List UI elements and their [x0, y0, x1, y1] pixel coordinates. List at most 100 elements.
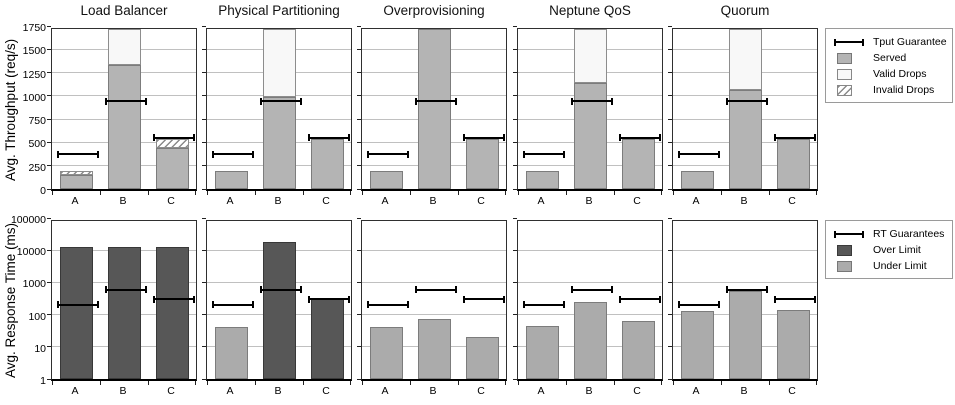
y-tick-mark — [513, 281, 517, 283]
x-category-label: B — [585, 385, 593, 397]
legend-label: RT Guarantees — [873, 228, 945, 240]
x-category-label: C — [167, 385, 175, 397]
y-tick-mark — [668, 249, 672, 251]
rt-guarantee-marker — [774, 295, 816, 303]
gridline — [362, 249, 506, 251]
y-tick-mark — [202, 25, 206, 27]
bar-under-limit — [465, 337, 499, 379]
y-tick-mark — [513, 346, 517, 348]
x-category-label: B — [429, 385, 437, 397]
y-tick-label: 10000 — [16, 246, 46, 259]
errorbar-icon — [834, 38, 864, 46]
x-tick-mark — [410, 191, 411, 195]
y-tick-mark — [668, 25, 672, 27]
y-tick-mark — [668, 281, 672, 283]
plot-load-balancer-throughput — [47, 25, 197, 195]
valid-legend-symbol — [834, 68, 868, 80]
y-tick-label: 500 — [28, 138, 46, 151]
x-category-label: B — [119, 385, 127, 397]
x-tick-mark — [410, 381, 411, 385]
y-tick-mark — [357, 281, 361, 283]
y-tick-mark — [668, 188, 672, 190]
over-swatch — [837, 244, 852, 256]
x-tick-mark — [816, 191, 817, 195]
y-tick-mark — [202, 48, 206, 50]
panel-title-quorum: Quorum — [720, 3, 770, 18]
bar-under-limit — [680, 311, 714, 379]
y-tick-mark — [513, 314, 517, 316]
y-tick-mark — [47, 378, 51, 380]
legend-label: Valid Drops — [873, 68, 927, 80]
y-tick-mark — [47, 72, 51, 74]
tput-guarantee-marker — [367, 150, 409, 158]
under-legend-symbol — [834, 260, 868, 272]
y-tick-mark — [668, 314, 672, 316]
x-tick-mark — [505, 191, 506, 195]
bar-under-limit — [369, 327, 403, 379]
x-category-label: A — [537, 195, 545, 207]
rt-guarantee-marker — [105, 286, 147, 294]
rt-guarantee-marker — [523, 301, 565, 309]
bar-over-limit — [155, 246, 189, 379]
tput-guarantee-marker — [678, 150, 720, 158]
y-tick-mark — [357, 346, 361, 348]
tput-guarantee-marker — [415, 97, 457, 105]
y-tick-mark — [357, 141, 361, 143]
x-tick-mark — [673, 191, 674, 195]
bar-under-limit — [776, 310, 810, 379]
errbar-legend-symbol — [834, 230, 868, 238]
x-tick-mark — [614, 191, 615, 195]
bar-served — [417, 28, 451, 189]
rt-guarantee-marker — [57, 301, 99, 309]
x-tick-mark — [458, 381, 459, 385]
bar-over-limit — [107, 246, 141, 379]
invalid-swatch — [837, 84, 852, 96]
response-time-axis-label: Avg. Response Time (ms) — [3, 222, 18, 379]
panel-title-neptune-qos: Neptune QoS — [549, 3, 631, 18]
y-tick-label: 10 — [34, 342, 46, 355]
y-tick-mark — [47, 217, 51, 219]
rt-guarantee-marker — [726, 286, 768, 294]
bar-served — [310, 138, 344, 189]
x-tick-mark — [816, 381, 817, 385]
x-tick-mark — [148, 381, 149, 385]
x-category-label: A — [226, 385, 234, 397]
tput-guarantee-marker — [57, 150, 99, 158]
under-swatch — [837, 260, 852, 272]
tput-guarantee-marker — [308, 134, 350, 142]
y-tick-mark — [47, 165, 51, 167]
y-tick-mark — [513, 188, 517, 190]
x-tick-mark — [207, 191, 208, 195]
y-tick-mark — [668, 346, 672, 348]
bar-served — [776, 138, 810, 189]
bar-under-limit — [525, 325, 559, 379]
x-category-label: C — [477, 195, 485, 207]
x-category-label: B — [119, 195, 127, 207]
y-tick-mark — [202, 281, 206, 283]
x-tick-mark — [673, 381, 674, 385]
legend-label: Invalid Drops — [873, 84, 935, 96]
y-tick-mark — [357, 118, 361, 120]
y-tick-label: 250 — [28, 161, 46, 174]
y-tick-mark — [202, 95, 206, 97]
bar-valid-drops — [107, 28, 141, 66]
gridline — [518, 281, 662, 283]
y-tick-mark — [513, 141, 517, 143]
y-tick-mark — [202, 118, 206, 120]
y-tick-mark — [357, 95, 361, 97]
valid-swatch — [837, 68, 852, 80]
bar-invalid-drops — [155, 138, 189, 149]
bar-under-limit — [621, 320, 655, 379]
y-tick-mark — [513, 72, 517, 74]
throughput-legend: Tput Guarantee Served Valid Drops Invalid D… — [825, 28, 953, 103]
y-tick-mark — [202, 346, 206, 348]
y-tick-mark — [668, 95, 672, 97]
x-tick-mark — [566, 191, 567, 195]
gridline — [362, 281, 506, 283]
y-tick-mark — [357, 217, 361, 219]
x-tick-mark — [195, 191, 196, 195]
x-tick-mark — [52, 191, 53, 195]
y-tick-mark — [668, 72, 672, 74]
x-category-label: C — [477, 385, 485, 397]
bar-served — [621, 138, 655, 189]
